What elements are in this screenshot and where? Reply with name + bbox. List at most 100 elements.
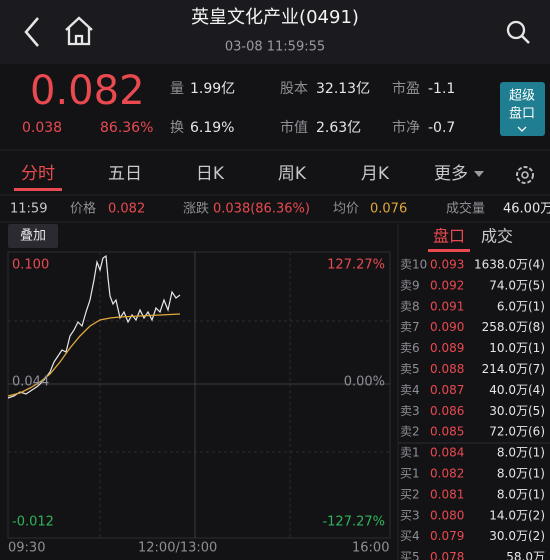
info-value: 0.038(86.36%) — [213, 202, 310, 217]
change-pct: 86.36% — [100, 120, 153, 136]
stat-label: 市净 — [392, 119, 420, 136]
price-line — [7, 254, 181, 399]
book-price: 0.092 — [430, 278, 464, 292]
header-bg — [0, 0, 550, 64]
axis-label-left: 0.044 — [12, 375, 49, 390]
info-value: 46.00万 — [503, 202, 550, 217]
axis-label-right: 127.27% — [327, 258, 385, 273]
book-level: 卖2 — [400, 425, 420, 439]
axis-label-left: -0.012 — [12, 515, 54, 530]
button-label: 盘口 — [509, 106, 535, 122]
book-volume: 30.0万(5) — [489, 404, 545, 418]
stat-label: 量 — [170, 81, 184, 97]
book-level: 买2 — [400, 487, 420, 501]
info-value: 0.076 — [370, 202, 407, 217]
book-price: 0.090 — [430, 320, 464, 334]
book-level: 卖4 — [400, 383, 420, 397]
book-price: 0.082 — [430, 467, 464, 481]
stat-value: 2.63亿 — [316, 120, 361, 136]
book-volume: 214.0万(7) — [482, 362, 545, 376]
stat-label: 市值 — [280, 119, 308, 136]
book-volume: 8.0万(1) — [497, 467, 545, 481]
book-price: 0.081 — [430, 487, 464, 501]
book-level: 卖3 — [400, 404, 420, 418]
book-level: 买4 — [400, 529, 420, 543]
book-price: 0.088 — [430, 362, 464, 376]
chart-grid — [8, 252, 390, 538]
super-book-button[interactable] — [500, 82, 545, 136]
book-volume: 40.0万(4) — [489, 383, 545, 397]
book-price: 0.087 — [430, 383, 464, 397]
book-price: 0.089 — [430, 341, 464, 355]
book-volume: 30.0万(2) — [489, 529, 545, 543]
book-level: 卖1 — [400, 446, 420, 460]
book-level: 买1 — [400, 467, 420, 481]
chart-tab[interactable]: 分时 — [21, 164, 55, 184]
stat-label: 市盈 — [392, 80, 420, 97]
book-price: 0.078 — [430, 550, 464, 560]
tab-underline — [14, 188, 62, 191]
book-volume: 1638.0万(4) — [474, 258, 545, 272]
overlay-label[interactable]: 叠加 — [20, 229, 46, 244]
chart-tab[interactable]: 更多 — [434, 164, 468, 184]
book-price: 0.086 — [430, 404, 464, 418]
book-price: 0.079 — [430, 529, 464, 543]
book-level: 卖9 — [400, 278, 420, 292]
book-volume: 8.0万(1) — [497, 487, 545, 501]
stat-label: 换 — [170, 119, 184, 136]
back-icon[interactable] — [24, 17, 39, 47]
quote-time: 03-08 11:59:55 — [225, 40, 325, 55]
book-volume: 8.0万(1) — [497, 446, 545, 460]
chart-tab[interactable]: 五日 — [108, 164, 142, 184]
overlay-button[interactable] — [8, 224, 58, 248]
change: 0.038 — [22, 120, 62, 136]
last-price: 0.082 — [30, 68, 145, 114]
more-triangle — [474, 171, 484, 177]
stat-value: 6.19% — [190, 120, 234, 136]
book-volume: 72.0万(6) — [489, 425, 545, 439]
chart-tab[interactable]: 日K — [196, 164, 225, 184]
book-volume: 14.0万(2) — [489, 508, 545, 522]
search-icon[interactable] — [506, 20, 530, 44]
book-level: 卖8 — [400, 299, 420, 313]
info-value: 0.082 — [108, 202, 145, 217]
chart-tab[interactable]: 周K — [278, 164, 307, 184]
stat-value: 1.99亿 — [190, 81, 235, 97]
book-level: 买3 — [400, 508, 420, 522]
book-price: 0.091 — [430, 299, 464, 313]
time-label: 16:00 — [352, 541, 389, 556]
average-line — [7, 313, 181, 397]
chevron — [517, 126, 527, 132]
home-icon[interactable] — [65, 16, 93, 46]
chart-frame — [7, 251, 391, 539]
axis-label-right: -127.27% — [322, 515, 385, 530]
info-time: 11:59 — [10, 202, 47, 217]
book-tab[interactable]: 盘口 — [433, 227, 465, 246]
time-label: 12:00/13:00 — [138, 541, 217, 556]
info-label: 成交量 — [446, 201, 485, 217]
stat-value: -0.7 — [428, 120, 455, 136]
book-level: 卖7 — [400, 320, 420, 334]
book-tab-underline — [428, 249, 470, 252]
book-volume: 58.0万 — [506, 550, 545, 560]
info-label: 均价 — [333, 202, 359, 217]
book-volume: 74.0万(5) — [489, 278, 545, 292]
axis-label-left: 0.100 — [12, 258, 49, 273]
settings-icon[interactable] — [516, 166, 534, 184]
stat-value: 32.13亿 — [316, 81, 370, 97]
info-label: 涨跌 — [183, 201, 209, 217]
book-volume: 258.0万(8) — [482, 320, 545, 334]
info-label: 价格 — [70, 201, 96, 217]
axis-label-right: 0.00% — [344, 375, 385, 390]
book-level: 卖10 — [400, 258, 427, 272]
book-level: 买5 — [400, 550, 420, 560]
stock-title: 英皇文化产业(0491) — [191, 7, 359, 28]
chart-tab[interactable]: 月K — [361, 164, 390, 184]
book-price: 0.080 — [430, 508, 464, 522]
book-volume: 6.0万(1) — [497, 299, 545, 313]
book-price: 0.085 — [430, 425, 464, 439]
book-tab[interactable]: 成交 — [481, 227, 513, 246]
book-volume: 10.0万(1) — [489, 341, 545, 355]
stat-value: -1.1 — [428, 81, 455, 97]
